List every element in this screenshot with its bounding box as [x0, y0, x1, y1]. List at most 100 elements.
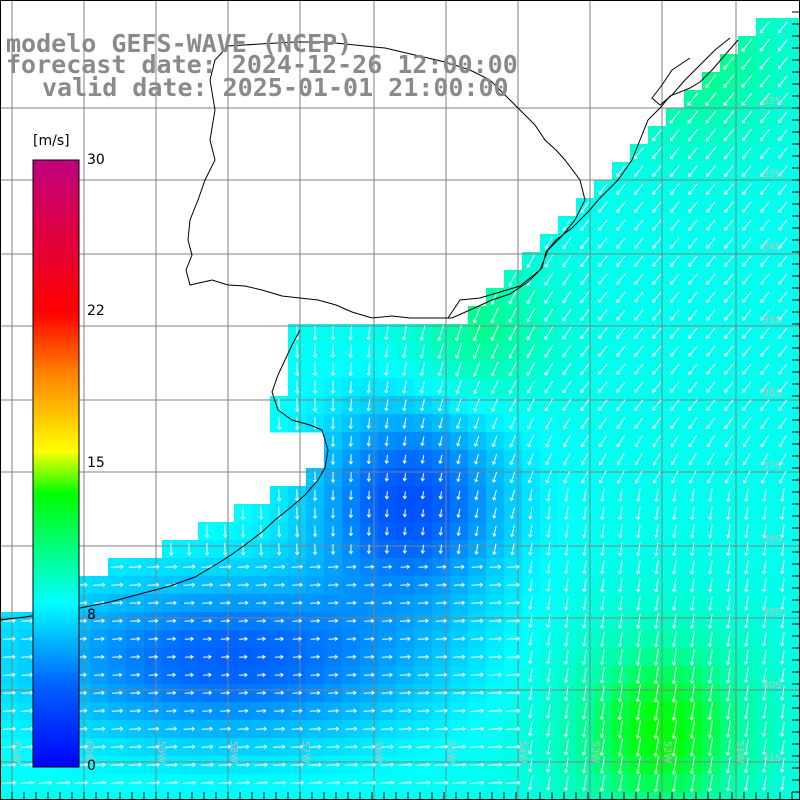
- wind-arrow: [508, 343, 517, 359]
- wind-arrow: [474, 526, 479, 537]
- wind-arrow: [237, 564, 250, 569]
- wind-arrow: [688, 452, 697, 466]
- wind-arrow: [760, 470, 769, 484]
- wind-arrow: [617, 774, 623, 793]
- wind-arrow: [93, 582, 106, 587]
- field-cell: [792, 18, 800, 37]
- wind-arrow: [724, 291, 734, 303]
- wind-arrow: [706, 435, 716, 448]
- wind-arrow: [654, 506, 659, 521]
- wind-arrow: [364, 636, 375, 642]
- wind-arrow: [653, 737, 660, 758]
- wind-arrow: [743, 685, 749, 702]
- wind-arrow: [384, 362, 389, 377]
- wind-arrow: [688, 327, 698, 339]
- wind-arrow: [652, 399, 662, 411]
- wind-arrow: [742, 237, 752, 249]
- wind-arrow: [599, 774, 605, 792]
- wind-arrow: [724, 183, 734, 195]
- wind-arrow: [330, 508, 336, 519]
- wind-arrow: [598, 417, 608, 430]
- wind-arrow: [346, 690, 357, 696]
- wind-arrow: [725, 702, 731, 721]
- wind-arrow: [617, 666, 623, 685]
- wind-arrow: [202, 690, 213, 696]
- wind-arrow: [164, 780, 179, 785]
- wind-arrow: [364, 600, 375, 606]
- wind-arrow: [669, 128, 680, 142]
- wind-arrow: [688, 309, 698, 321]
- wind-arrow: [671, 719, 678, 740]
- field-cell: [270, 792, 289, 800]
- wind-arrow: [455, 343, 463, 360]
- wind-arrow: [634, 273, 644, 285]
- wind-arrow: [762, 614, 767, 629]
- wind-arrow: [598, 470, 607, 484]
- wind-arrow: [780, 560, 785, 575]
- wind-arrow: [474, 453, 479, 465]
- wind-arrow: [652, 363, 662, 375]
- wind-arrow: [528, 650, 533, 665]
- wind-arrow: [506, 672, 521, 677]
- wind-arrow: [147, 708, 159, 714]
- wind-arrow: [205, 524, 210, 539]
- wind-arrow: [726, 506, 731, 521]
- wind-arrow: [688, 435, 698, 448]
- wind-arrow: [705, 147, 716, 160]
- wind-arrow: [420, 436, 425, 447]
- wind-arrow: [384, 326, 389, 341]
- wind-arrow: [295, 344, 300, 359]
- wind-arrow: [506, 582, 520, 587]
- field-cell: [792, 774, 800, 793]
- wind-arrow: [742, 417, 752, 430]
- wind-arrow: [580, 291, 590, 304]
- wind-arrow: [652, 327, 662, 339]
- wind-arrow: [742, 291, 752, 303]
- wind-arrow: [777, 38, 788, 52]
- wind-arrow: [598, 201, 608, 213]
- wind-arrow: [435, 618, 448, 624]
- wind-arrow: [653, 613, 659, 630]
- wind-arrow: [166, 618, 177, 624]
- wind-arrow: [724, 219, 734, 231]
- wind-arrow: [580, 219, 590, 232]
- field-cell: [792, 432, 800, 451]
- wind-arrow: [183, 600, 195, 606]
- wind-arrow: [183, 582, 196, 587]
- wind-arrow: [418, 582, 429, 588]
- wind-arrow: [654, 560, 659, 575]
- wind-arrow: [380, 744, 394, 749]
- wind-arrow: [509, 398, 517, 412]
- wind-arrow: [564, 560, 569, 575]
- wind-arrow: [760, 363, 770, 375]
- wind-arrow: [725, 775, 731, 792]
- wind-arrow: [348, 435, 353, 448]
- wind-arrow: [706, 327, 716, 339]
- wind-arrow: [399, 690, 412, 695]
- wind-arrow: [707, 666, 713, 684]
- wind-arrow: [724, 255, 734, 267]
- wind-arrow: [110, 564, 124, 569]
- wind-arrow: [274, 600, 285, 606]
- wind-arrow: [506, 600, 520, 605]
- wind-arrow: [295, 416, 300, 431]
- wind-arrow: [112, 636, 123, 642]
- wind-arrow: [453, 600, 466, 606]
- wind-arrow: [527, 471, 534, 484]
- wind-arrow: [564, 506, 569, 521]
- wind-arrow: [219, 564, 232, 569]
- wind-arrow: [312, 398, 318, 413]
- wind-arrow: [780, 739, 785, 755]
- wind-arrow: [724, 381, 734, 393]
- wind-arrow: [564, 578, 569, 593]
- field-cell: [792, 504, 800, 523]
- wind-arrow: [309, 708, 321, 714]
- wind-arrow: [417, 690, 430, 695]
- wind-arrow: [743, 649, 749, 666]
- wind-arrow: [725, 649, 731, 666]
- wind-arrow: [346, 618, 357, 624]
- wind-arrow: [473, 417, 480, 430]
- wind-arrow: [582, 596, 587, 611]
- wind-arrow: [744, 578, 749, 593]
- wind-arrow: [238, 636, 248, 642]
